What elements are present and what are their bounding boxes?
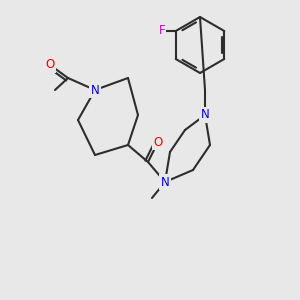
Text: O: O [45,58,55,71]
Text: F: F [158,25,165,38]
Text: N: N [91,83,99,97]
Text: N: N [201,109,209,122]
Text: N: N [160,176,169,188]
Text: O: O [153,136,163,148]
